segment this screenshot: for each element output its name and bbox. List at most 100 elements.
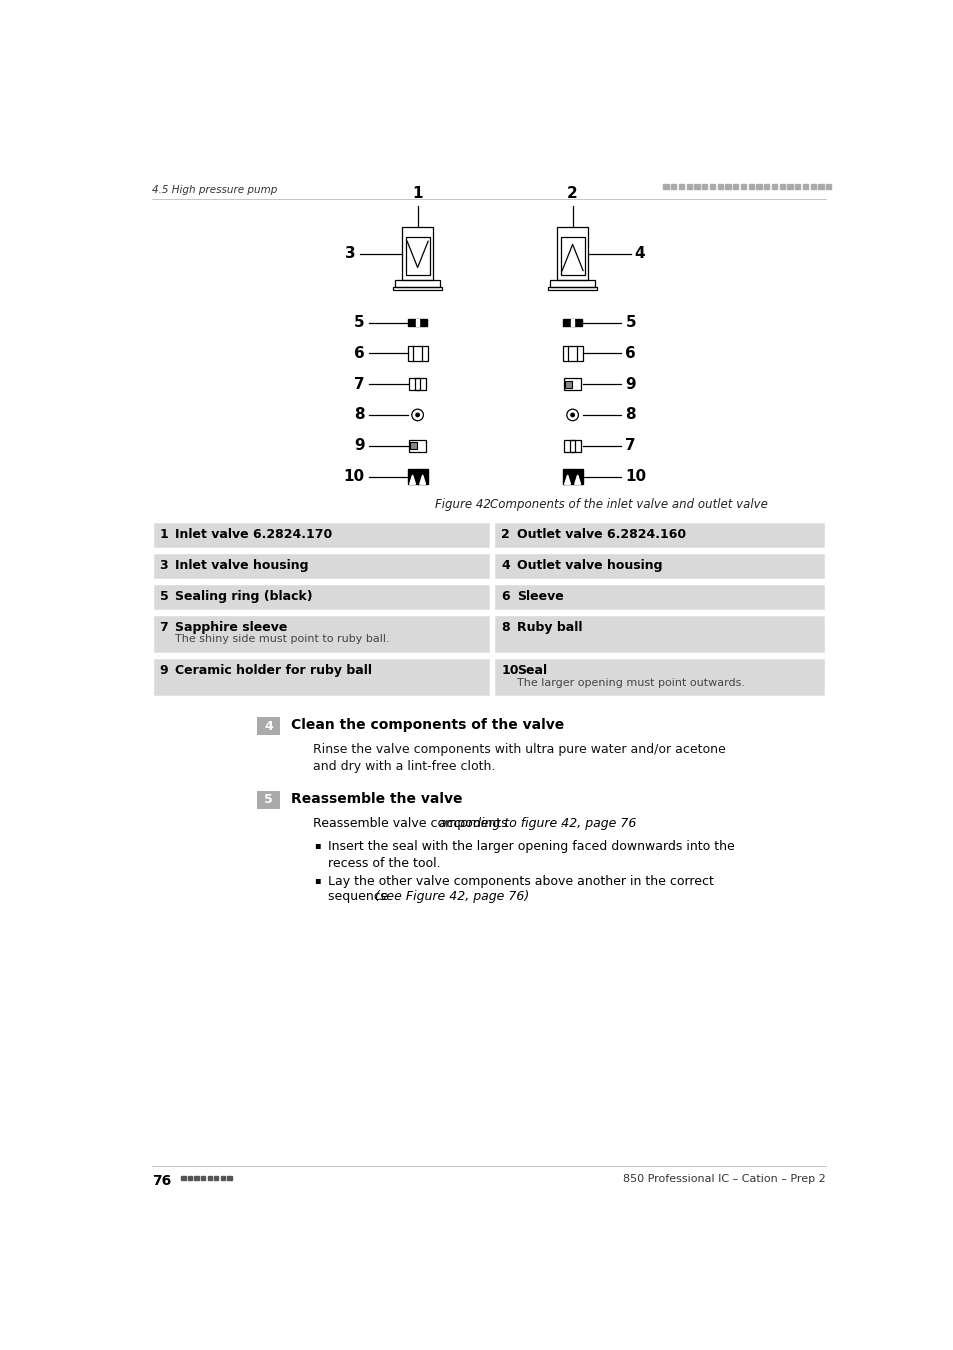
Circle shape (570, 413, 574, 417)
Bar (208, 1176, 212, 1180)
Bar (493, 521, 825, 549)
Text: Ceramic holder for ruby ball: Ceramic holder for ruby ball (174, 664, 372, 676)
Bar (686, 184, 691, 189)
Bar (818, 184, 822, 189)
Text: The shiny side must point to ruby ball.: The shiny side must point to ruby ball. (174, 634, 389, 644)
Bar (662, 184, 668, 189)
Text: Components of the inlet valve and outlet valve: Components of the inlet valve and outlet… (490, 498, 767, 512)
Text: (see Figure 42, page 76): (see Figure 42, page 76) (375, 890, 529, 903)
Bar (152, 656, 490, 697)
Polygon shape (574, 475, 580, 485)
Bar (257, 717, 280, 736)
Text: 9: 9 (354, 439, 365, 454)
Text: 9: 9 (624, 377, 636, 392)
Text: 3: 3 (345, 246, 355, 261)
Bar (152, 521, 490, 549)
Text: Outlet valve housing: Outlet valve housing (517, 559, 661, 572)
Text: Reassemble valve components: Reassemble valve components (313, 817, 511, 830)
Bar (220, 1176, 225, 1180)
Text: Ruby ball: Ruby ball (517, 621, 581, 633)
Bar (402, 227, 433, 279)
Bar (409, 440, 426, 452)
Text: Inlet valve housing: Inlet valve housing (174, 559, 308, 572)
Bar (694, 184, 699, 189)
Text: Sleeve: Sleeve (517, 590, 563, 602)
Bar (563, 440, 580, 452)
Bar (779, 184, 784, 189)
Text: 850 Professional IC – Cation – Prep 2: 850 Professional IC – Cation – Prep 2 (622, 1173, 825, 1184)
Bar (550, 279, 595, 286)
Bar (794, 184, 800, 189)
Bar (152, 552, 490, 579)
Bar (740, 184, 745, 189)
Text: 7: 7 (624, 439, 636, 454)
Text: 8: 8 (354, 408, 365, 423)
Text: Sealing ring (black): Sealing ring (black) (174, 590, 313, 602)
Bar (748, 184, 753, 189)
Bar (405, 236, 429, 275)
Bar (395, 279, 439, 286)
Text: Figure 42: Figure 42 (435, 498, 490, 512)
Bar (407, 468, 427, 485)
Text: Rinse the valve components with ultra pure water and/or acetone
and dry with a l: Rinse the valve components with ultra pu… (313, 743, 725, 774)
Bar (201, 1176, 205, 1180)
Bar (407, 346, 427, 360)
Bar (670, 184, 676, 189)
Bar (152, 583, 490, 610)
Text: according to figure 42, page 76: according to figure 42, page 76 (438, 817, 636, 830)
Text: Inlet valve 6.2824.170: Inlet valve 6.2824.170 (174, 528, 332, 541)
Bar (194, 1176, 198, 1180)
Text: 5: 5 (264, 794, 273, 806)
Text: sequence: sequence (328, 890, 393, 903)
Bar (548, 286, 597, 290)
Text: 5: 5 (624, 315, 636, 329)
Text: Insert the seal with the larger opening faced downwards into the
recess of the t: Insert the seal with the larger opening … (328, 840, 735, 869)
Text: Lay the other valve components above another in the correct: Lay the other valve components above ano… (328, 875, 714, 888)
Bar (771, 184, 777, 189)
Text: 76: 76 (152, 1173, 171, 1188)
Bar (152, 614, 490, 653)
Bar (724, 184, 730, 189)
Text: 2: 2 (500, 528, 509, 541)
Text: 6: 6 (624, 346, 636, 360)
Text: 8: 8 (624, 408, 636, 423)
Text: 2: 2 (567, 186, 578, 201)
Bar (563, 378, 580, 390)
Text: 10: 10 (500, 664, 518, 676)
Bar (181, 1176, 185, 1180)
Text: ▪: ▪ (314, 875, 321, 886)
Text: 5: 5 (354, 315, 365, 329)
Bar (825, 184, 831, 189)
Text: 8: 8 (500, 621, 509, 633)
Text: 1: 1 (412, 186, 422, 201)
Text: 1: 1 (159, 528, 168, 541)
Text: 10: 10 (343, 468, 365, 485)
Bar (493, 614, 825, 653)
Text: 9: 9 (159, 664, 168, 676)
Bar (493, 552, 825, 579)
Bar (415, 378, 420, 390)
Bar (214, 1176, 218, 1180)
Bar (717, 184, 722, 189)
Polygon shape (419, 475, 425, 485)
Text: 4: 4 (500, 559, 509, 572)
Bar (393, 286, 441, 290)
Text: .: . (558, 817, 563, 830)
Text: 7: 7 (354, 377, 365, 392)
Bar (679, 184, 683, 189)
Bar (410, 443, 416, 450)
Text: 3: 3 (159, 559, 168, 572)
Bar (810, 184, 815, 189)
Circle shape (416, 413, 419, 417)
Bar (570, 319, 574, 327)
Bar (257, 791, 280, 809)
Bar (786, 184, 792, 189)
Text: 5: 5 (159, 590, 168, 602)
Bar (227, 1176, 232, 1180)
Bar (562, 468, 582, 485)
Text: 4.5 High pressure pump: 4.5 High pressure pump (152, 185, 277, 196)
Bar (408, 319, 427, 327)
Bar (763, 184, 769, 189)
Bar (732, 184, 738, 189)
Text: ▪: ▪ (314, 840, 321, 850)
